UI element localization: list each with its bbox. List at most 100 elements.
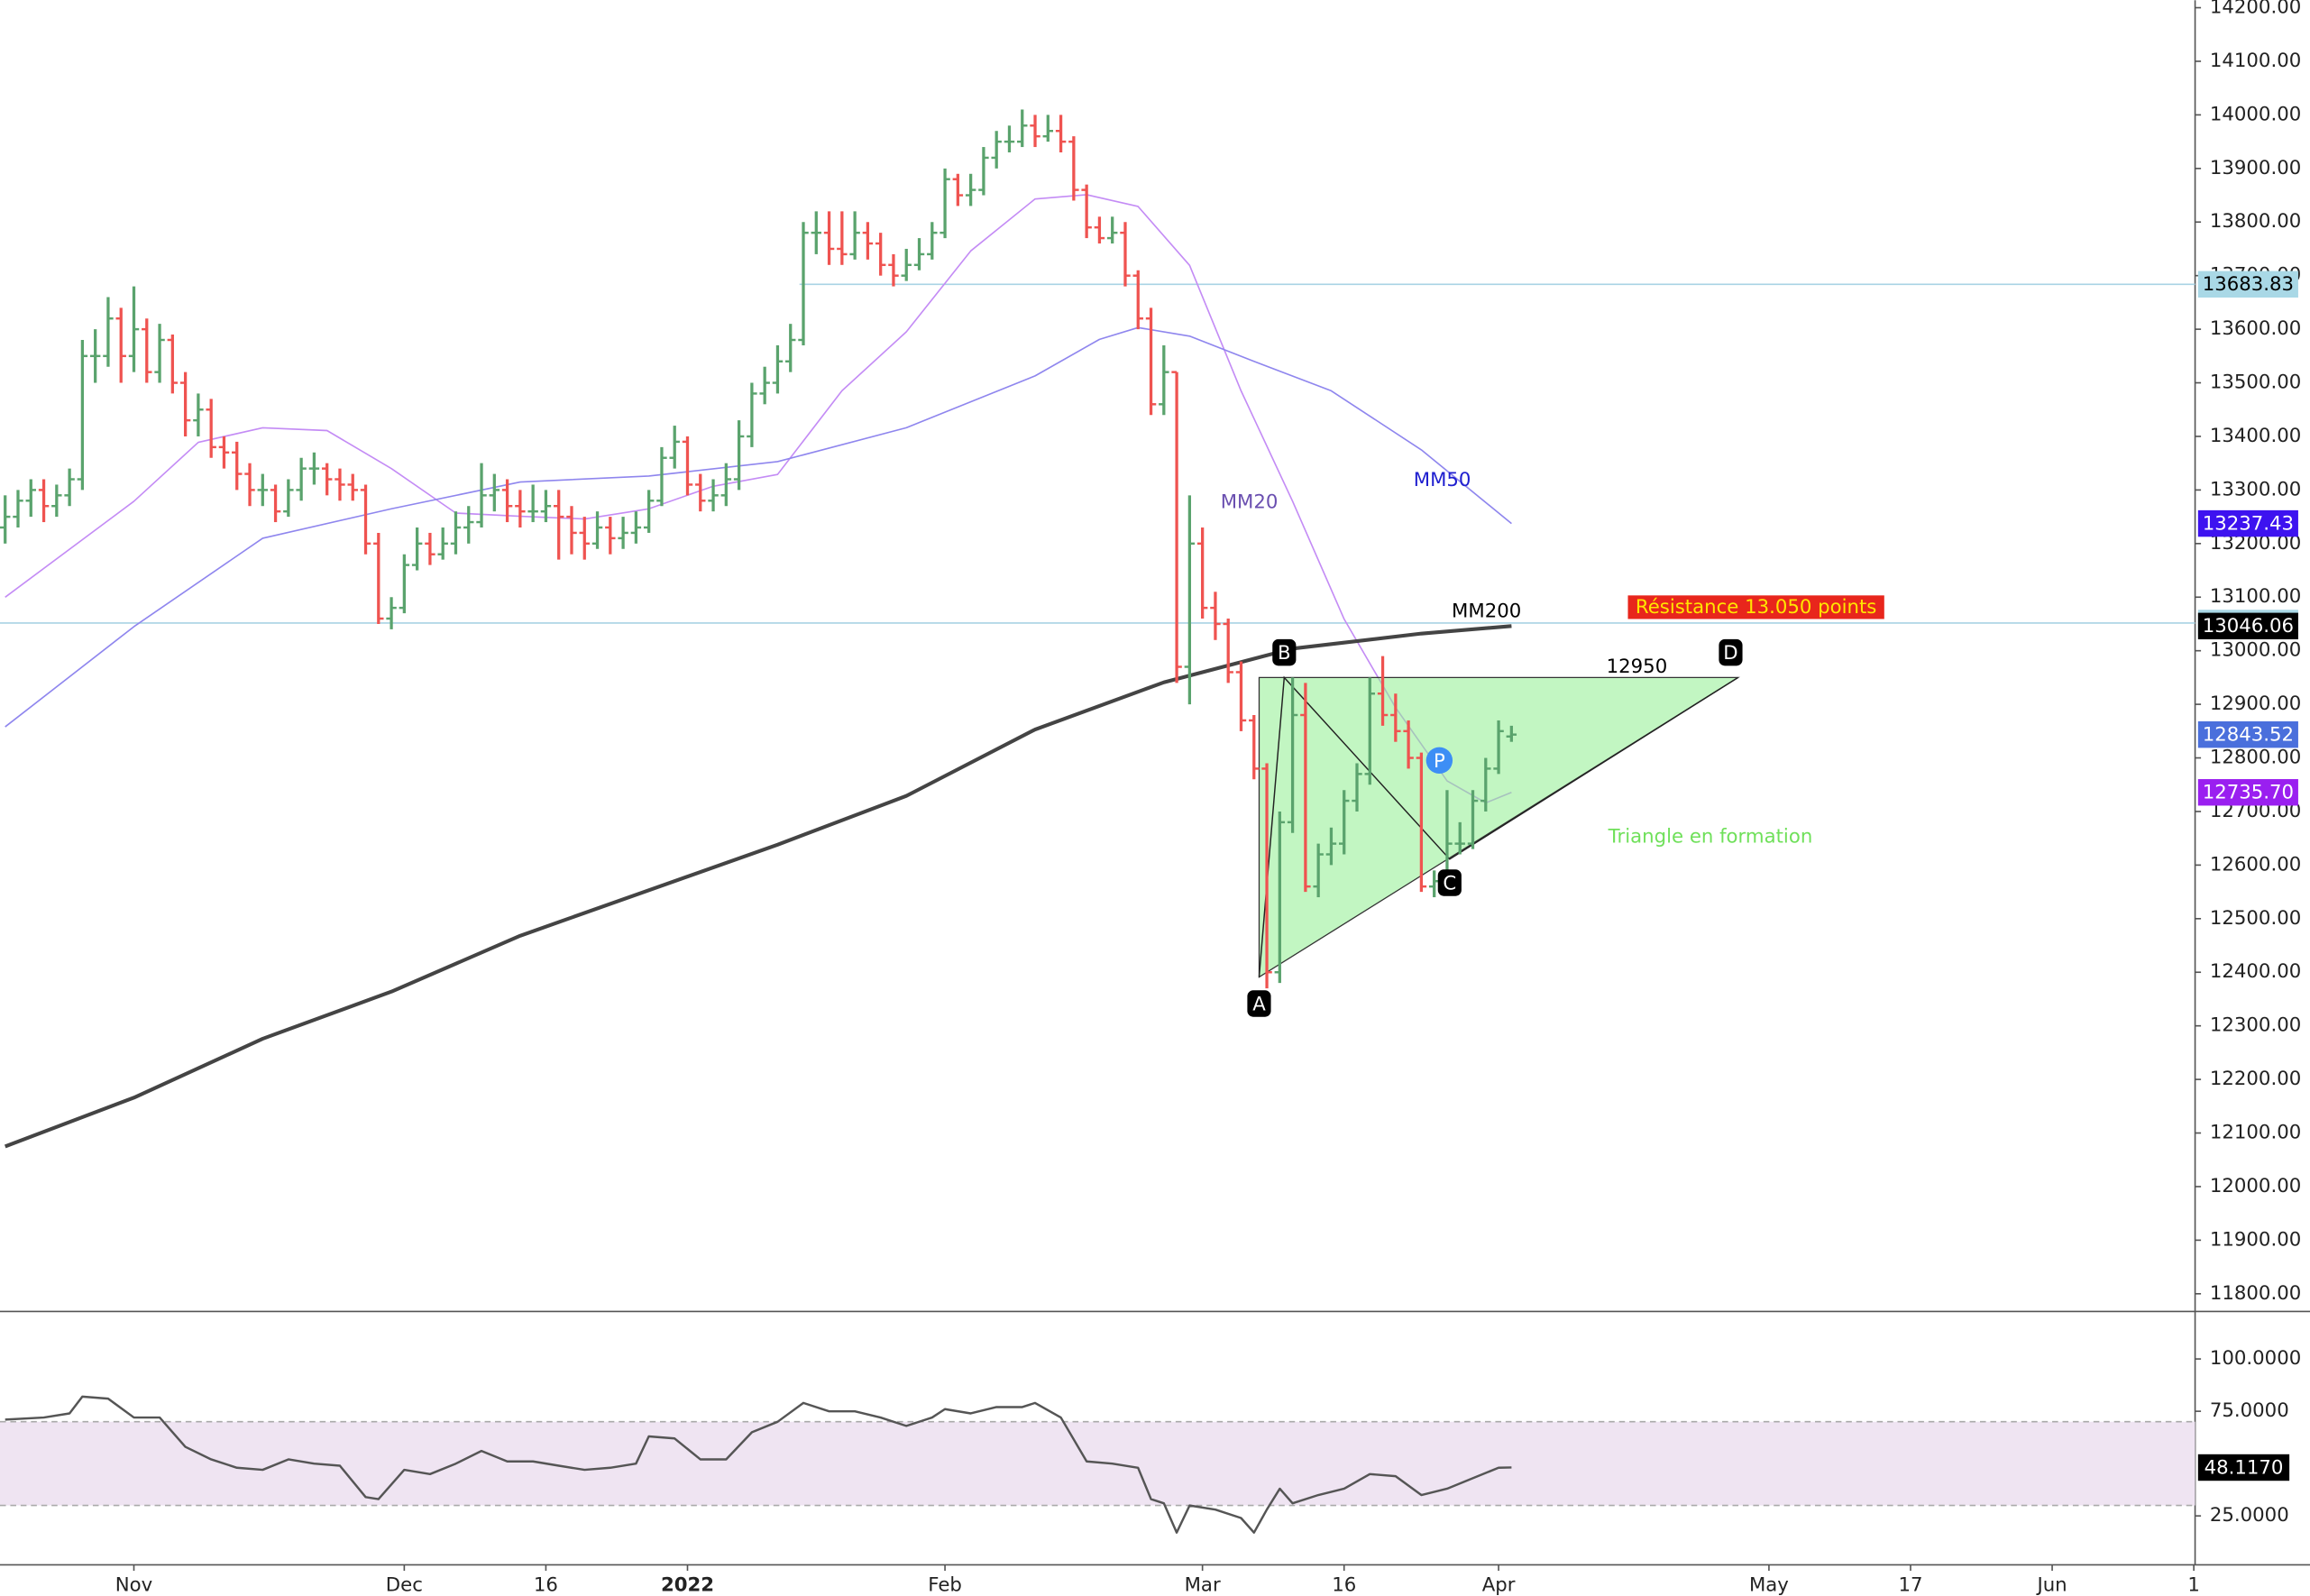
ohlc-bar <box>1145 307 1157 416</box>
ohlc-bar <box>1068 136 1079 201</box>
ohlc-bar <box>38 479 50 523</box>
ohlc-bar <box>193 393 204 436</box>
ohlc-bar <box>308 452 320 485</box>
ohlc-bar <box>1196 527 1208 619</box>
ma-label: MM20 <box>1221 491 1279 513</box>
point-badge <box>1437 869 1462 896</box>
price-badge <box>2197 612 2298 640</box>
y-tick-label: 13800.00 <box>2210 210 2301 233</box>
ohlc-bar <box>232 441 243 491</box>
ohlc-bar <box>373 532 384 624</box>
price-badge-label: 13046.06 <box>2203 615 2294 637</box>
ohlc-bar <box>1364 677 1375 785</box>
x-tick-label: 1 <box>2187 1573 2200 1596</box>
price-badge <box>2197 720 2298 748</box>
x-tick-label: Mar <box>1185 1573 1221 1596</box>
level-label: 12950 <box>1607 656 1668 678</box>
y-tick-label: 12500.00 <box>2210 907 2301 930</box>
ohlc-bar <box>1390 693 1401 742</box>
ohlc-bar <box>965 173 976 206</box>
moving-average <box>5 194 1512 804</box>
marker-label: P <box>1434 750 1445 773</box>
resistance-box <box>1627 595 1884 619</box>
x-tick-label: Jun <box>2035 1573 2067 1596</box>
ohlc-bar <box>747 382 757 447</box>
y-tick-label: 13400.00 <box>2210 425 2301 447</box>
ohlc-bar <box>321 463 333 496</box>
x-tick-label: Dec <box>386 1573 423 1596</box>
ohlc-bar <box>489 473 500 512</box>
ohlc-bar <box>630 511 642 544</box>
y-tick-label: 14000.00 <box>2210 103 2301 125</box>
y-tick-label: 13900.00 <box>2210 157 2301 179</box>
ohlc-bar <box>837 211 848 265</box>
ohlc-bar <box>591 511 603 549</box>
ohlc-bar <box>901 248 912 281</box>
ohlc-bar <box>51 484 62 518</box>
ohlc-bar <box>1159 344 1169 416</box>
ohlc-bar <box>360 484 371 555</box>
ohlc-bar <box>643 490 655 533</box>
ohlc-bar <box>849 211 860 260</box>
ohlc-bar <box>1055 115 1067 153</box>
y-tick-label: 14100.00 <box>2210 50 2301 72</box>
x-tick-label: Apr <box>1482 1573 1516 1596</box>
ohlc-bar <box>347 473 358 501</box>
ohlc-bar <box>1352 763 1362 812</box>
ohlc-bar <box>425 532 435 565</box>
x-tick-label: 17 <box>1898 1573 1922 1596</box>
y-tick-label: 13600.00 <box>2210 317 2301 340</box>
rsi-tick-label: 100.0000 <box>2210 1347 2301 1370</box>
ohlc-bar <box>927 222 938 260</box>
ohlc-bar <box>940 168 950 239</box>
y-tick-label: 12200.00 <box>2210 1068 2301 1090</box>
rsi-band <box>0 1421 2195 1506</box>
ohlc-bar <box>1313 843 1324 898</box>
ohlc-bar <box>527 484 538 523</box>
ohlc-bar <box>1017 109 1028 148</box>
ohlc-bar <box>25 479 36 518</box>
ohlc-bar <box>142 318 152 383</box>
ohlc-bar <box>64 468 75 507</box>
ohlc-bar <box>708 479 719 512</box>
ohlc-bar <box>1274 811 1286 984</box>
ohlc-bar <box>1042 115 1054 142</box>
ohlc-bar <box>437 527 448 560</box>
rsi-badge-label: 48.1170 <box>2205 1456 2284 1479</box>
ohlc-bar <box>682 436 693 496</box>
ohlc-bar <box>823 211 835 265</box>
y-tick-label: 13500.00 <box>2210 371 2301 394</box>
ohlc-bar <box>1416 752 1427 893</box>
ohlc-bar <box>566 506 577 555</box>
y-tick-label: 12300.00 <box>2210 1014 2301 1037</box>
ohlc-bar <box>1132 270 1143 330</box>
y-tick-label: 12900.00 <box>2210 693 2301 715</box>
price-badge <box>2197 509 2298 537</box>
ohlc-bar <box>411 527 423 571</box>
x-tick-label: 16 <box>534 1573 558 1596</box>
ohlc-bar <box>179 371 191 436</box>
rsi-line <box>5 1395 1512 1534</box>
ohlc-bar <box>515 490 526 527</box>
resistance-label: Résistance 13.050 points <box>1636 596 1876 619</box>
ohlc-bar <box>553 490 564 560</box>
moving-average <box>5 326 1512 728</box>
ohlc-bar <box>1377 656 1389 726</box>
ohlc-bar <box>1338 790 1350 855</box>
ma-label: MM50 <box>1414 469 1471 491</box>
ohlc-bar <box>1004 125 1015 153</box>
ohlc-bar <box>218 436 230 469</box>
ohlc-bar <box>167 335 179 394</box>
x-tick-label: Nov <box>115 1573 152 1596</box>
point-label: A <box>1252 994 1266 1016</box>
ohlc-bar <box>1300 683 1311 893</box>
price-badge <box>2197 271 2298 298</box>
ohlc-bar <box>811 211 822 254</box>
ohlc-bar <box>1106 216 1118 244</box>
ohlc-bar <box>888 253 899 287</box>
ohlc-bar <box>399 554 410 614</box>
ohlc-bar <box>1184 495 1196 705</box>
ohlc-bar <box>991 131 1002 169</box>
ohlc-bar <box>386 597 397 629</box>
ohlc-bar <box>579 517 590 560</box>
